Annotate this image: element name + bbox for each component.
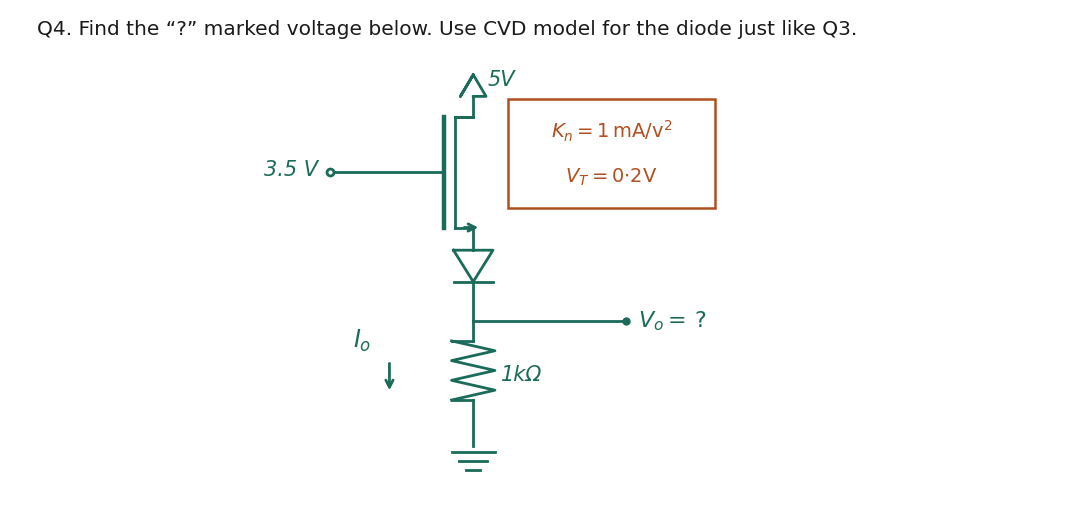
Text: 5V: 5V: [488, 70, 515, 90]
Text: $K_n = 1\,\mathrm{mA/v}^2$: $K_n = 1\,\mathrm{mA/v}^2$: [551, 119, 672, 144]
Text: 3.5 V: 3.5 V: [265, 160, 319, 180]
Text: $I_o$: $I_o$: [353, 327, 372, 354]
Text: $V_o = \,?$: $V_o = \,?$: [638, 309, 706, 333]
Text: Q4. Find the “?” marked voltage below. Use CVD model for the diode just like Q3.: Q4. Find the “?” marked voltage below. U…: [38, 21, 858, 40]
Text: 1kΩ: 1kΩ: [501, 365, 542, 385]
Bar: [508, 100, 715, 208]
Text: $V_T = 0{\cdot}2\mathrm{V}$: $V_T = 0{\cdot}2\mathrm{V}$: [565, 167, 658, 188]
